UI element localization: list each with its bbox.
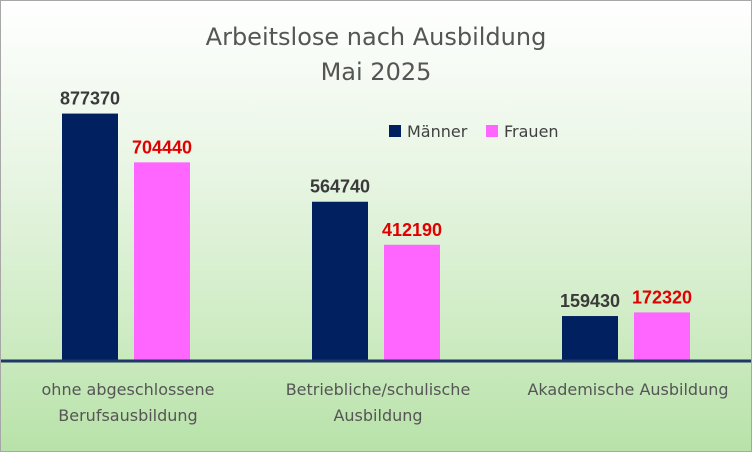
chart-title: Arbeitslose nach Ausbildung [206,23,547,51]
data-label-maenner-1: 564740 [310,177,370,197]
data-label-frauen-0: 704440 [132,137,192,157]
x-tick-label-0-1: Berufsausbildung [58,406,197,425]
data-label-maenner-0: 877370 [60,89,120,109]
x-axis-labels: ohne abgeschlossene Berufsausbildung Betri… [42,380,729,425]
bar-frauen-0 [134,162,190,361]
legend-label-frauen: Frauen [504,122,559,141]
x-tick-label-0-0: ohne abgeschlossene [42,380,215,399]
bar-maenner-1 [312,201,368,361]
data-label-frauen-2: 172320 [632,287,692,307]
data-label-maenner-2: 159430 [560,291,620,311]
bar-frauen-1 [384,244,440,361]
legend: Männer Frauen [389,122,559,141]
x-tick-label-2-0: Akademische Ausbildung [527,380,728,399]
x-tick-label-1-1: Ausbildung [333,406,422,425]
bar-maenner-2 [562,316,618,361]
bar-maenner-0 [62,113,118,361]
data-label-frauen-1: 412190 [382,220,442,240]
bar-frauen-2 [634,312,690,361]
plot-area: 877370 704440 564740 412190 159430 172320 [60,89,692,361]
legend-swatch-maenner [389,125,401,137]
legend-label-maenner: Männer [407,122,468,141]
x-tick-label-1-0: Betriebliche/schulische [286,380,471,399]
chart-subtitle: Mai 2025 [321,58,432,86]
legend-swatch-frauen [486,125,498,137]
